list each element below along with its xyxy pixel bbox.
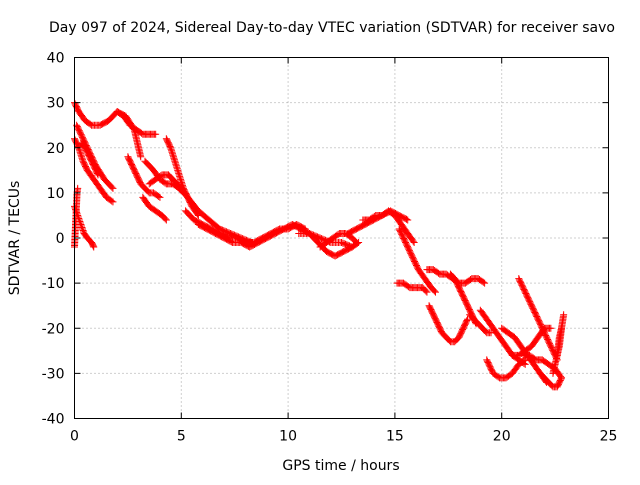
y-tick-label: 30 (47, 96, 65, 112)
data-point (79, 226, 87, 234)
x-tick-label: 0 (70, 429, 79, 445)
data-point (348, 243, 356, 251)
y-tick-label: -20 (42, 321, 65, 337)
data-point (156, 193, 164, 201)
series-arc-4 (71, 135, 117, 206)
grid (74, 57, 609, 419)
data-point (560, 311, 568, 319)
series-arc-21 (395, 225, 439, 296)
series-arc-35 (536, 369, 566, 391)
data-point (487, 329, 495, 337)
data-point (402, 215, 410, 223)
data-point (347, 242, 355, 250)
data-point (94, 171, 102, 179)
data-point (463, 317, 471, 325)
y-tick-label: 0 (56, 231, 65, 247)
data-marks (71, 99, 568, 391)
data-point (557, 375, 565, 383)
tick-labels: 0 5 10 15 20 25 -40 -30 -20 -10 0 10 20 30 40 (42, 51, 618, 445)
data-point (558, 374, 566, 382)
series-arc-31 (508, 324, 555, 359)
data-point (430, 287, 438, 295)
y-tick-label: -40 (42, 412, 65, 428)
data-point (423, 288, 431, 296)
data-point (77, 222, 85, 230)
series-arc-6 (77, 139, 102, 179)
axis-ticks (74, 57, 609, 419)
data-point (431, 288, 439, 296)
data-point (162, 216, 170, 224)
data-point (79, 225, 87, 233)
x-tick-label: 20 (493, 429, 511, 445)
series-arc-20 (359, 207, 418, 247)
x-tick-label: 10 (279, 429, 297, 445)
data-point (108, 197, 116, 205)
y-tick-label: 40 (47, 51, 65, 67)
data-point (93, 170, 101, 178)
series-arc-34 (553, 311, 568, 359)
data-point (161, 215, 169, 223)
series-arc-8 (124, 153, 164, 201)
data-point (422, 287, 430, 295)
series-arc-24 (425, 302, 472, 346)
data-point (155, 192, 163, 200)
data-point (89, 242, 97, 250)
data-point (352, 239, 360, 247)
data-point (137, 153, 145, 161)
y-tick-label: 10 (47, 186, 65, 202)
data-point (547, 324, 555, 332)
series-arc-26 (466, 311, 495, 337)
data-point (152, 130, 160, 138)
data-point (464, 315, 472, 323)
y-tick-label: 20 (47, 141, 65, 157)
data-point (78, 223, 86, 231)
series-arc-28 (483, 356, 529, 382)
data-point (109, 198, 117, 206)
x-tick-label: 15 (386, 429, 404, 445)
x-tick-label: 5 (177, 429, 186, 445)
data-point (109, 184, 117, 192)
y-tick-label: -30 (42, 366, 65, 382)
data-point (479, 278, 487, 286)
series-arc-22 (393, 279, 431, 296)
data-point (481, 279, 489, 287)
x-axis-label: GPS time / hours (282, 458, 399, 474)
x-tick-label: 25 (600, 429, 618, 445)
series-arc-12 (139, 193, 170, 224)
chart-title: Day 097 of 2024, Sidereal Day-to-day VTE… (49, 20, 615, 36)
data-point (404, 216, 412, 224)
data-point (351, 237, 359, 245)
data-point (410, 239, 418, 247)
series-arc-17 (295, 229, 356, 251)
y-tick-label: -10 (42, 276, 65, 292)
series-arc-30 (515, 275, 561, 364)
series-arc-27 (476, 306, 529, 368)
data-point (108, 183, 116, 191)
series-arc-15 (194, 220, 288, 251)
data-point (409, 237, 417, 245)
y-axis-label: SDTVAR / TECUs (7, 181, 23, 296)
data-point (90, 243, 98, 251)
series-arc-7 (113, 108, 160, 138)
data-point (74, 184, 82, 192)
series-arc-18 (316, 229, 360, 251)
